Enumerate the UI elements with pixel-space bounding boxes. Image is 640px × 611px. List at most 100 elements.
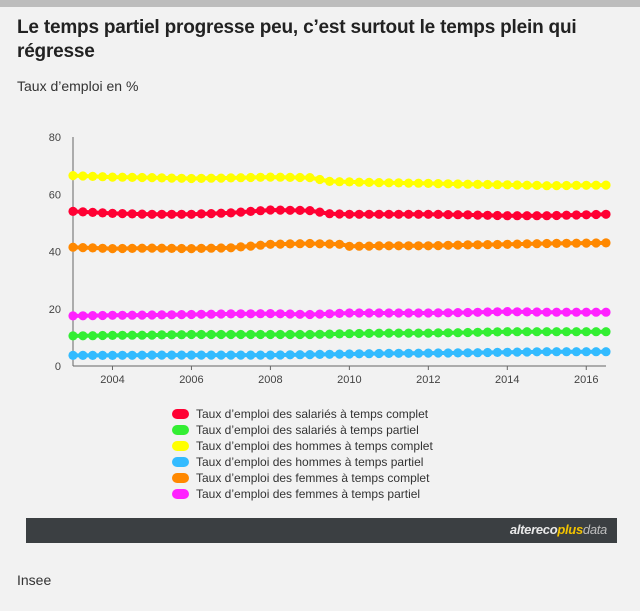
series-5-marker [384, 241, 394, 251]
series-4-marker [147, 350, 157, 360]
series-5-marker [423, 241, 433, 251]
series-5-marker [433, 241, 443, 251]
series-2-marker [364, 328, 374, 338]
series-3-marker [552, 181, 562, 191]
series-4-marker [502, 347, 512, 357]
legend-label: Taux d’emploi des hommes à temps complet [196, 439, 433, 453]
series-4-marker [561, 347, 572, 357]
series-6-marker [246, 309, 256, 319]
series-6-marker [394, 308, 404, 318]
series-5-marker [137, 243, 147, 253]
series-3-marker [167, 173, 177, 183]
series-1-marker [78, 207, 88, 217]
series-2-marker [473, 327, 483, 337]
series-6-marker [364, 308, 374, 318]
series-3-marker [147, 173, 157, 183]
series-2-marker [433, 328, 443, 338]
series-1-marker [216, 208, 226, 218]
series-3-marker [117, 172, 127, 182]
series-1-marker [483, 210, 493, 220]
series-3-marker [107, 172, 118, 182]
series-2-marker [295, 329, 305, 340]
series-6-marker [463, 307, 473, 318]
series-4-marker [552, 347, 562, 357]
series-4-marker [423, 348, 433, 358]
series-6-marker [177, 310, 187, 320]
series-4-marker [532, 347, 542, 357]
series-3-marker [157, 173, 167, 183]
series-1-marker [226, 208, 236, 218]
x-tick-label: 2004 [100, 374, 124, 386]
series-3-marker [413, 178, 424, 188]
series-6-marker [423, 308, 433, 318]
series-2-marker [68, 331, 78, 341]
series-2-marker [196, 329, 206, 340]
series-6-marker [512, 307, 522, 317]
series-2-marker [226, 329, 236, 340]
series-6-marker [561, 307, 572, 317]
legend-item: Taux d’emploi des femmes à temps complet [172, 470, 433, 486]
series-5-marker [601, 238, 611, 248]
series-1-marker [157, 209, 167, 219]
series-5-marker [443, 240, 453, 250]
series-5-marker [117, 243, 127, 254]
series-1-marker [394, 209, 404, 219]
series-2-marker [463, 327, 473, 338]
series-3-marker [561, 180, 572, 191]
series-4-marker [98, 350, 108, 360]
series-2-marker [325, 329, 335, 339]
series-1-marker [285, 205, 295, 215]
series-4-marker [334, 349, 345, 359]
series-3-marker [305, 173, 315, 183]
series-5-marker [502, 239, 512, 249]
series-3-marker [206, 173, 216, 183]
series-4-marker [305, 350, 315, 360]
series-3-marker [374, 178, 384, 188]
series-1-marker [384, 209, 394, 219]
series-3-marker [127, 172, 137, 182]
series-3-marker [177, 173, 187, 183]
series-3-marker [216, 173, 226, 183]
series-3-marker [246, 172, 256, 183]
series-1-marker [186, 209, 196, 219]
series-6-marker [483, 307, 493, 317]
series-1-marker [147, 209, 157, 219]
series-3-marker [483, 179, 493, 190]
series-5-marker [88, 243, 98, 253]
series-2-marker [394, 328, 404, 338]
series-3-marker [226, 173, 236, 183]
series-2-marker [246, 329, 256, 340]
series-5-marker [78, 243, 88, 253]
legend-label: Taux d’emploi des salariés à temps compl… [196, 407, 429, 421]
series-5-marker [196, 243, 206, 253]
series-6-marker [315, 309, 325, 319]
series-5-marker [206, 243, 216, 253]
series-5-marker [315, 239, 325, 249]
series-5-marker [107, 244, 118, 254]
series-5-marker [255, 240, 266, 250]
series-6-marker [216, 309, 226, 319]
series-4-marker [542, 347, 552, 357]
series-4-marker [275, 350, 285, 360]
series-2-marker [571, 327, 582, 337]
series-3-marker [463, 179, 473, 189]
series-4-marker [88, 350, 98, 360]
series-1-marker [127, 209, 137, 219]
series-5-marker [275, 239, 285, 249]
series-2-marker [206, 329, 216, 340]
series-3-marker [384, 178, 394, 188]
series-2-marker [453, 328, 463, 338]
series-5-marker [265, 239, 275, 249]
series-2-marker [265, 329, 275, 340]
series-3-marker [88, 171, 98, 181]
series-5-marker [295, 239, 305, 249]
series-5-marker [344, 241, 354, 251]
series-4-marker [107, 350, 118, 360]
series-1-marker [413, 209, 424, 219]
series-6-marker [206, 309, 216, 319]
brand-bar: alterecoplusdata [26, 518, 617, 543]
series-2-marker [186, 329, 196, 340]
series-3-marker [423, 178, 433, 188]
series-4-marker [354, 349, 364, 359]
series-6-marker [117, 310, 127, 320]
